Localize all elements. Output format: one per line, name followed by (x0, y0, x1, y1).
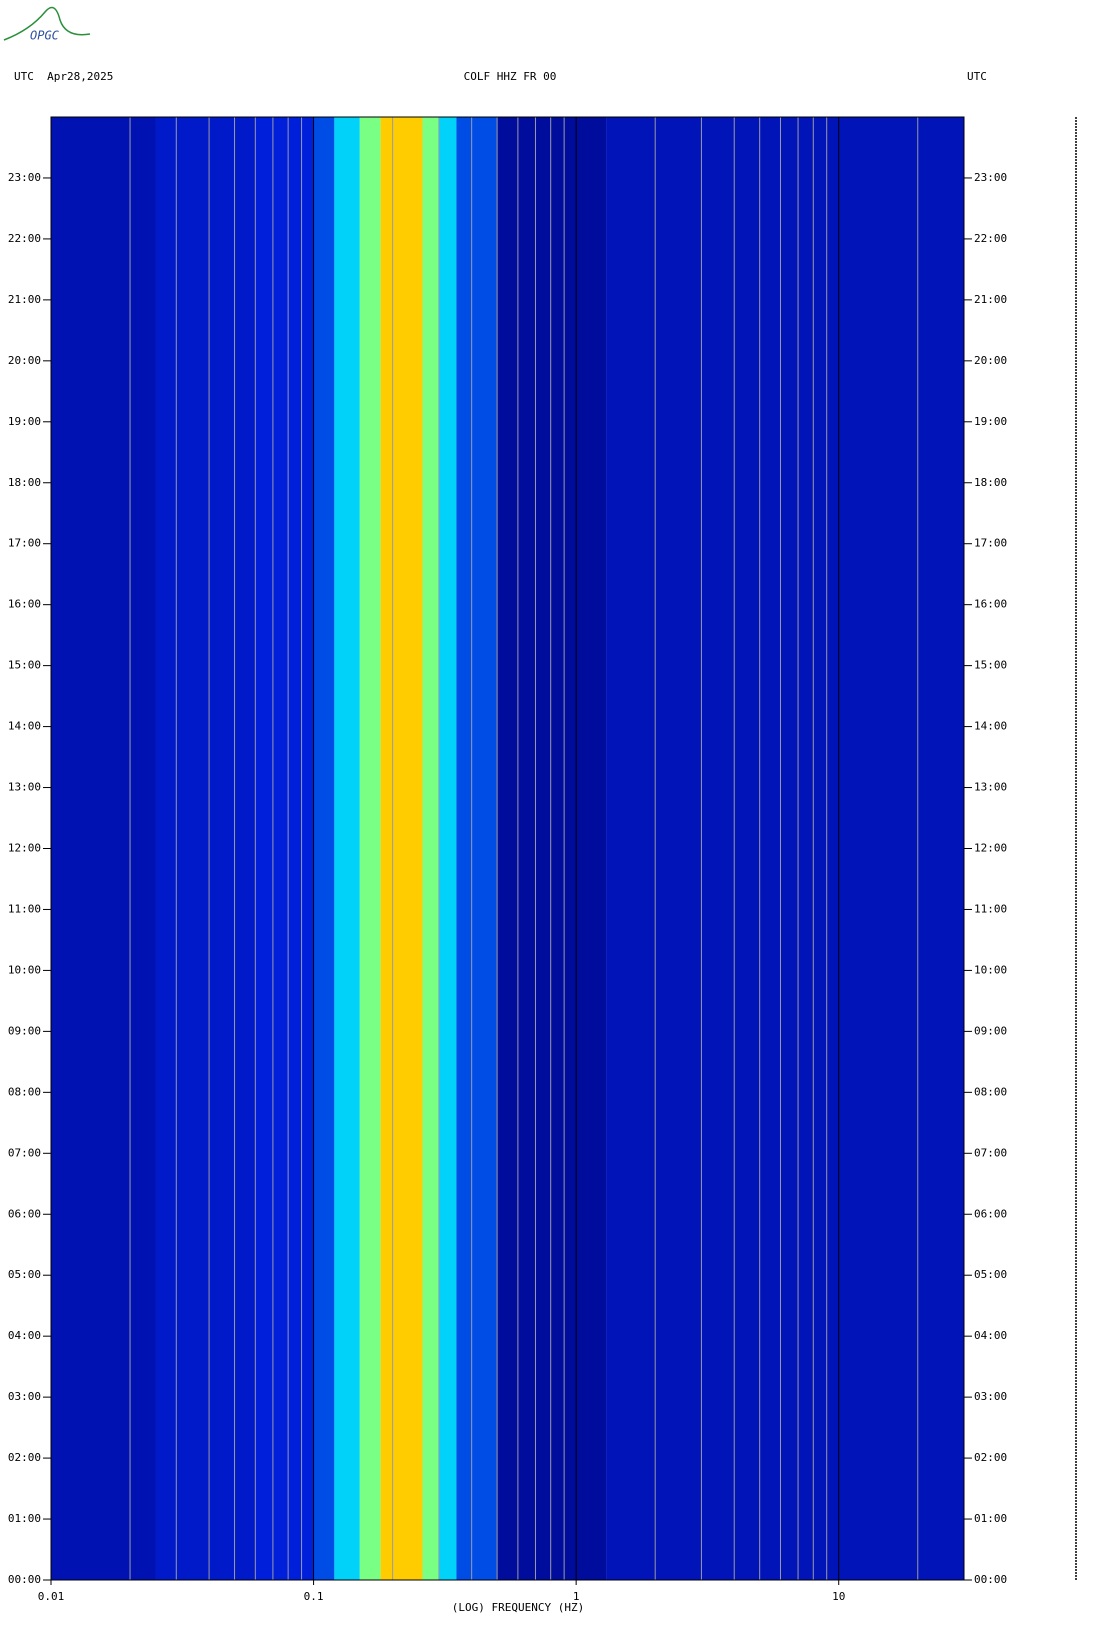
y-tick-label: 00:00 (8, 1573, 41, 1586)
y-tick-label: 14:00 (8, 720, 41, 733)
spectrum-band (606, 117, 964, 1580)
y-tick-label: 22:00 (8, 232, 41, 245)
y-tick-label: 13:00 (8, 781, 41, 794)
y-tick-label-right: 22:00 (974, 232, 1007, 245)
y-tick-label: 15:00 (8, 659, 41, 672)
y-tick-label: 21:00 (8, 293, 41, 306)
y-tick-label: 19:00 (8, 415, 41, 428)
logo: OPGC (30, 29, 60, 43)
y-tick-label-right: 03:00 (974, 1390, 1007, 1403)
y-tick-label-right: 02:00 (974, 1451, 1007, 1464)
y-tick-label-right: 16:00 (974, 598, 1007, 611)
left-header: UTC Apr28,2025 (14, 70, 113, 83)
spectrum-band (497, 117, 607, 1580)
y-tick-label: 01:00 (8, 1512, 41, 1525)
y-tick-label: 04:00 (8, 1329, 41, 1342)
spectrum-band (422, 117, 439, 1580)
y-tick-label-right: 18:00 (974, 476, 1007, 489)
y-tick-label: 06:00 (8, 1207, 41, 1220)
y-tick-label-right: 01:00 (974, 1512, 1007, 1525)
spectrum-band (334, 117, 360, 1580)
y-tick-label-right: 15:00 (974, 659, 1007, 672)
y-tick-label: 11:00 (8, 902, 41, 915)
y-tick-label-right: 12:00 (974, 842, 1007, 855)
y-tick-label: 02:00 (8, 1451, 41, 1464)
y-tick-label-right: 07:00 (974, 1146, 1007, 1159)
y-tick-label: 03:00 (8, 1390, 41, 1403)
y-tick-label: 18:00 (8, 476, 41, 489)
x-tick-label: 0.1 (304, 1590, 324, 1603)
plot-frame (50, 116, 965, 1581)
spectrum-band (380, 117, 423, 1580)
x-tick-label: 0.01 (38, 1590, 65, 1603)
right-header: UTC (967, 70, 987, 83)
y-tick-label: 23:00 (8, 171, 41, 184)
y-tick-label: 09:00 (8, 1024, 41, 1037)
spectrum-band (255, 117, 314, 1580)
logo-curve (3, 6, 91, 41)
y-tick-label-right: 19:00 (974, 415, 1007, 428)
x-tick-label: 1 (573, 1590, 580, 1603)
y-tick-label-right: 00:00 (974, 1573, 1007, 1586)
x-tick-label: 10 (832, 1590, 845, 1603)
y-tick-label: 07:00 (8, 1146, 41, 1159)
y-tick-label-right: 06:00 (974, 1207, 1007, 1220)
spectrum-band (438, 117, 457, 1580)
y-tick-label-right: 09:00 (974, 1024, 1007, 1037)
y-tick-label-right: 04:00 (974, 1329, 1007, 1342)
spectrum-band (359, 117, 381, 1580)
chart-title: COLF HHZ FR 00 (464, 70, 557, 83)
spectrum-band (456, 117, 498, 1580)
spectrum-band (51, 117, 156, 1580)
y-tick-label-right: 05:00 (974, 1268, 1007, 1281)
y-tick-label-right: 20:00 (974, 354, 1007, 367)
y-tick-label-right: 10:00 (974, 963, 1007, 976)
y-tick-label-right: 21:00 (974, 293, 1007, 306)
y-tick-label-right: 08:00 (974, 1085, 1007, 1098)
y-tick-label: 17:00 (8, 537, 41, 550)
x-axis-label: (LOG) FREQUENCY (HZ) (452, 1601, 584, 1614)
y-tick-label-right: 11:00 (974, 902, 1007, 915)
spectrum-band (313, 117, 335, 1580)
y-tick-label-right: 23:00 (974, 171, 1007, 184)
y-tick-label: 10:00 (8, 963, 41, 976)
y-tick-label-right: 17:00 (974, 537, 1007, 550)
y-tick-label: 12:00 (8, 842, 41, 855)
spectrum-band (155, 117, 256, 1580)
y-tick-label: 16:00 (8, 598, 41, 611)
y-tick-label: 20:00 (8, 354, 41, 367)
y-tick-label-right: 14:00 (974, 720, 1007, 733)
y-tick-label-right: 13:00 (974, 781, 1007, 794)
y-tick-label: 08:00 (8, 1085, 41, 1098)
y-tick-label: 05:00 (8, 1268, 41, 1281)
